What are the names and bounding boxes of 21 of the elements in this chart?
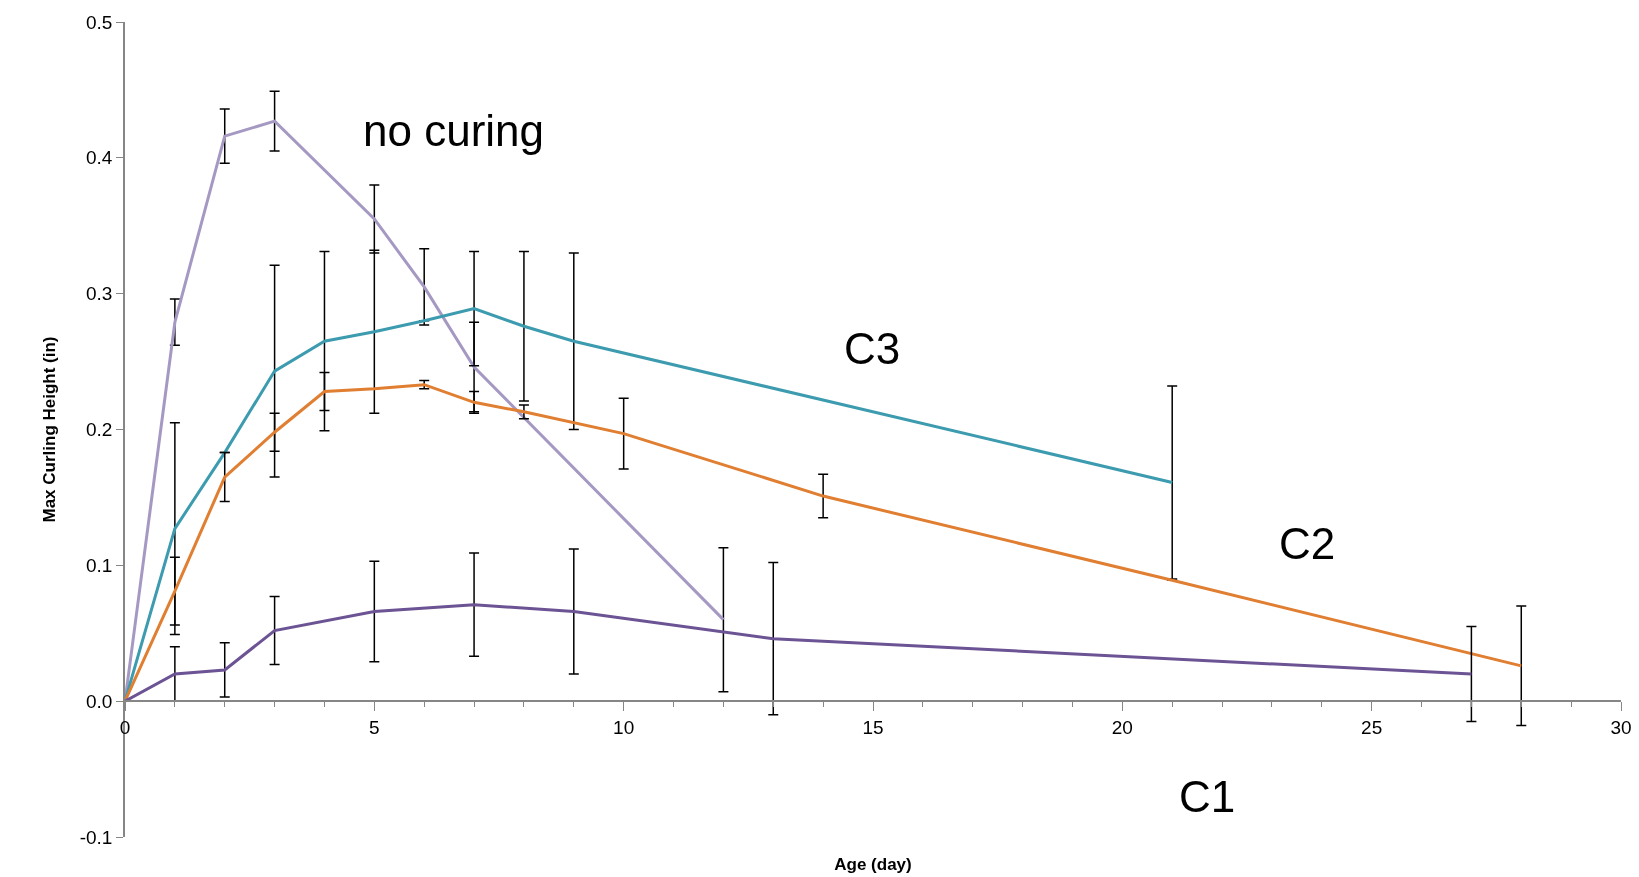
text: C1 xyxy=(1179,772,1236,821)
x-tick-label: 20 xyxy=(1111,716,1133,738)
x-tick-label: 5 xyxy=(369,716,380,738)
x-tick-label: 30 xyxy=(1610,716,1632,738)
x-tick-label: 0 xyxy=(119,716,131,738)
x-axis-title: Age (day) xyxy=(834,854,912,874)
x-tick-label: 15 xyxy=(862,716,884,738)
y-tick-label: 0.3 xyxy=(86,283,113,305)
y-tick-label: 0.4 xyxy=(86,147,113,169)
y-tick-label: 0.0 xyxy=(86,690,113,712)
x-tick-label: 10 xyxy=(613,716,635,738)
y-tick-label: -0.1 xyxy=(79,826,113,848)
series-label: no curing xyxy=(363,106,545,155)
y-axis-title: Max Curling Height (in) xyxy=(39,336,59,523)
x-tick-label: 25 xyxy=(1361,716,1383,738)
y-tick-label: 0.2 xyxy=(86,419,113,441)
y-tick-label: 0.1 xyxy=(86,554,113,576)
series-label: C2 xyxy=(1279,519,1336,568)
y-tick-label: 0.5 xyxy=(86,11,113,33)
line-series xyxy=(125,603,1473,703)
series-label: C3 xyxy=(844,324,901,373)
